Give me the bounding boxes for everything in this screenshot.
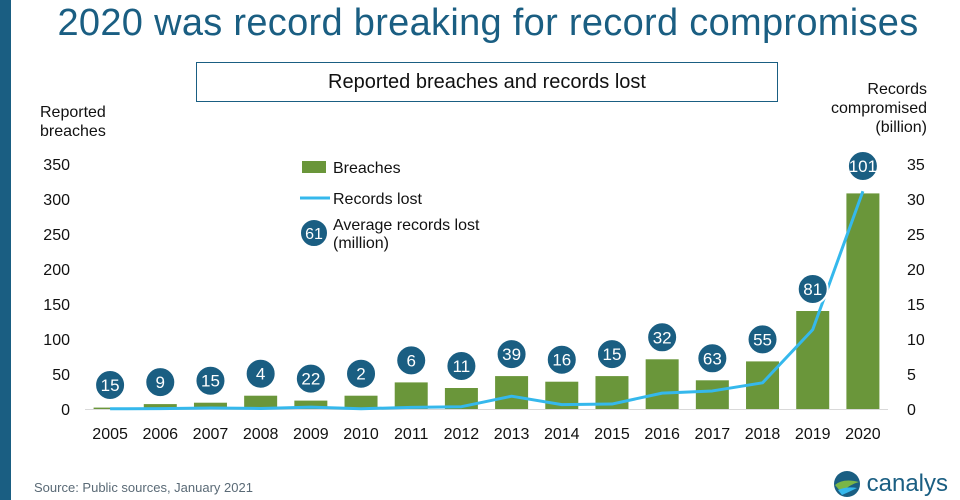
y-right-tick-label: 5 xyxy=(907,367,916,384)
left-axis-title: Reported breaches xyxy=(40,103,106,141)
badge-average-records-label: 101 xyxy=(849,157,877,176)
badge-average-records xyxy=(244,357,277,390)
chart-subtitle: Reported breaches and records lost xyxy=(196,62,778,102)
y-left-tick-label: 200 xyxy=(43,262,70,279)
logo-text: canalys xyxy=(866,470,948,497)
x-tick-label: 2007 xyxy=(193,426,229,443)
bar-breaches xyxy=(244,395,278,409)
badge-average-records-label: 32 xyxy=(653,328,672,347)
badge-average-records-label: 16 xyxy=(552,351,571,370)
chart-title: 2020 was record breaking for record comp… xyxy=(57,2,919,44)
y-right-tick-label: 10 xyxy=(907,332,925,349)
bar-breaches xyxy=(193,402,227,409)
badge-average-records-label: 6 xyxy=(406,351,415,370)
bar-breaches xyxy=(846,193,880,409)
side-accent-strip xyxy=(0,0,11,500)
badge-average-records xyxy=(646,321,679,354)
badge-average-records xyxy=(294,362,327,395)
right-axis-title: Records compromised (billion) xyxy=(831,80,927,137)
bar-breaches xyxy=(294,400,328,409)
left-axis-title-line: Reported xyxy=(40,104,106,121)
y-right-tick-label: 25 xyxy=(907,227,925,244)
badge-average-records-label: 55 xyxy=(753,330,772,349)
badge-average-records-label: 15 xyxy=(101,376,120,395)
bar-breaches xyxy=(344,395,378,409)
x-tick-label: 2015 xyxy=(594,426,630,443)
x-tick-label: 2018 xyxy=(745,426,781,443)
x-tick-label: 2012 xyxy=(444,426,480,443)
x-tick-label: 2008 xyxy=(243,426,279,443)
bar-breaches xyxy=(695,380,729,409)
legend-label: Average records lost xyxy=(333,217,480,234)
y-right-tick-label: 0 xyxy=(907,402,916,419)
badge-average-records xyxy=(445,350,478,382)
badge-average-records-label: 11 xyxy=(453,357,471,376)
badge-average-records-label: 15 xyxy=(603,345,622,364)
y-left-tick-label: 350 xyxy=(43,157,70,174)
legend-badge-label: 61 xyxy=(305,226,323,243)
y-right-tick-label: 20 xyxy=(907,262,925,279)
y-left-tick-label: 150 xyxy=(43,297,70,314)
y-right-tick-label: 15 xyxy=(907,297,925,314)
y-left-tick-label: 300 xyxy=(43,192,70,209)
y-left-tick-label: 250 xyxy=(43,227,70,244)
x-tick-label: 2011 xyxy=(394,426,429,443)
badge-average-records xyxy=(194,364,227,397)
badge-average-records xyxy=(846,150,879,182)
legend-label: (million) xyxy=(333,235,389,252)
x-tick-label: 2014 xyxy=(544,426,580,443)
badge-average-records xyxy=(144,366,177,399)
y-left-tick-label: 50 xyxy=(52,367,70,384)
y-left-tick-label: 0 xyxy=(61,402,70,419)
right-axis-title-line: (billion) xyxy=(875,119,927,136)
y-right-tick-label: 35 xyxy=(907,157,925,174)
badge-average-records xyxy=(545,343,578,376)
badge-average-records xyxy=(746,323,779,356)
badge-average-records-label: 2 xyxy=(356,365,365,384)
x-tick-label: 2013 xyxy=(494,426,530,443)
badge-average-records xyxy=(696,342,729,375)
canalys-globe-icon xyxy=(833,471,860,497)
badge-average-records xyxy=(94,369,127,401)
bar-breaches xyxy=(394,382,428,409)
legend-swatch-breaches xyxy=(302,161,326,173)
x-tick-label: 2009 xyxy=(293,426,329,443)
canalys-logo: canalys xyxy=(833,470,948,498)
right-axis-title-line: compromised xyxy=(830,100,927,117)
x-tick-label: 2019 xyxy=(795,426,831,443)
badge-average-records xyxy=(345,357,378,390)
source-note: Source: Public sources, January 2021 xyxy=(34,480,253,495)
badge-average-records-label: 22 xyxy=(301,370,320,389)
right-axis-title-line: Records xyxy=(867,81,927,98)
line-records-lost xyxy=(110,190,865,411)
legend-swatch-average-badge xyxy=(299,218,329,248)
badge-average-records-label: 39 xyxy=(502,345,521,364)
legend-label: Breaches xyxy=(333,160,401,177)
badge-average-records-label: 9 xyxy=(156,373,165,392)
badge-average-records xyxy=(495,338,528,371)
x-tick-label: 2020 xyxy=(845,426,881,443)
y-left-tick-label: 100 xyxy=(43,332,70,349)
badge-average-records xyxy=(395,344,428,377)
x-tick-label: 2006 xyxy=(142,426,178,443)
x-tick-label: 2017 xyxy=(695,426,731,443)
badge-average-records-label: 4 xyxy=(256,365,265,384)
bar-breaches xyxy=(495,376,529,409)
bar-breaches xyxy=(143,404,177,409)
legend-label: Records lost xyxy=(333,191,422,208)
bar-breaches xyxy=(645,359,679,409)
badge-average-records-label: 63 xyxy=(703,349,722,368)
x-tick-label: 2005 xyxy=(92,426,128,443)
badge-average-records-label: 15 xyxy=(201,372,220,391)
left-axis-title-line: breaches xyxy=(40,123,106,140)
x-tick-label: 2010 xyxy=(343,426,379,443)
badge-average-records-label: 81 xyxy=(803,280,822,299)
y-right-tick-label: 30 xyxy=(907,192,925,209)
x-tick-label: 2016 xyxy=(644,426,680,443)
badge-average-records xyxy=(796,273,829,305)
badge-average-records xyxy=(595,338,628,371)
